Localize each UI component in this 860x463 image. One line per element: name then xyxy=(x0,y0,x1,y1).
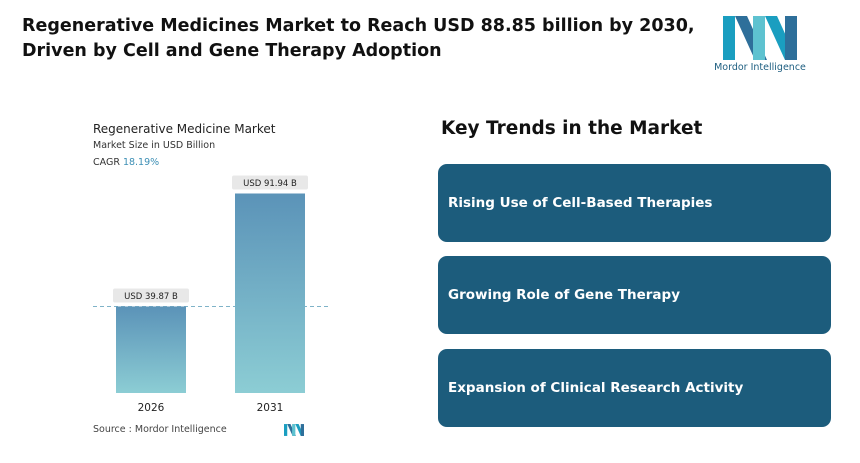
chart-title: Regenerative Medicine Market xyxy=(93,122,276,136)
data-label: USD 91.94 B xyxy=(243,179,297,189)
trend-label: Growing Role of Gene Therapy xyxy=(448,287,680,303)
mordor-intelligence-logo-icon xyxy=(723,16,797,60)
x-tick-label: 2031 xyxy=(257,402,284,414)
brand-logo: Mordor Intelligence xyxy=(712,16,808,78)
trend-label: Rising Use of Cell-Based Therapies xyxy=(448,195,713,211)
cagr: CAGR 18.19% xyxy=(93,157,159,168)
trend-card-clinical-research: Expansion of Clinical Research Activity xyxy=(438,349,831,427)
trend-card-gene-therapy: Growing Role of Gene Therapy xyxy=(438,256,831,334)
data-label-bg xyxy=(232,175,308,190)
headline-line-2: Driven by Cell and Gene Therapy Adoption xyxy=(22,41,442,61)
trend-card-cell-therapies: Rising Use of Cell-Based Therapies xyxy=(438,164,831,242)
bar-2031 xyxy=(235,193,305,393)
mordor-small-logo-icon xyxy=(284,424,304,436)
x-tick-label: 2026 xyxy=(138,402,165,414)
source-value: Mordor Intelligence xyxy=(134,424,227,435)
cagr-value: 18.19% xyxy=(122,157,160,168)
logo-text: Mordor Intelligence xyxy=(714,62,806,73)
data-label-bg xyxy=(113,288,189,303)
source-note: Source : Mordor Intelligence xyxy=(93,424,227,435)
headline: Regenerative Medicines Market to Reach U… xyxy=(22,14,702,64)
data-label: USD 39.87 B xyxy=(124,292,178,302)
chart-subtitle: Market Size in USD Billion xyxy=(93,140,216,151)
trends-title: Key Trends in the Market xyxy=(441,118,703,139)
headline-line-1: Regenerative Medicines Market to Reach U… xyxy=(22,16,695,36)
trend-label: Expansion of Clinical Research Activity xyxy=(448,380,744,396)
source-label: Source : xyxy=(93,424,132,435)
cagr-label: CAGR xyxy=(93,157,120,168)
bar-2026 xyxy=(116,306,186,393)
